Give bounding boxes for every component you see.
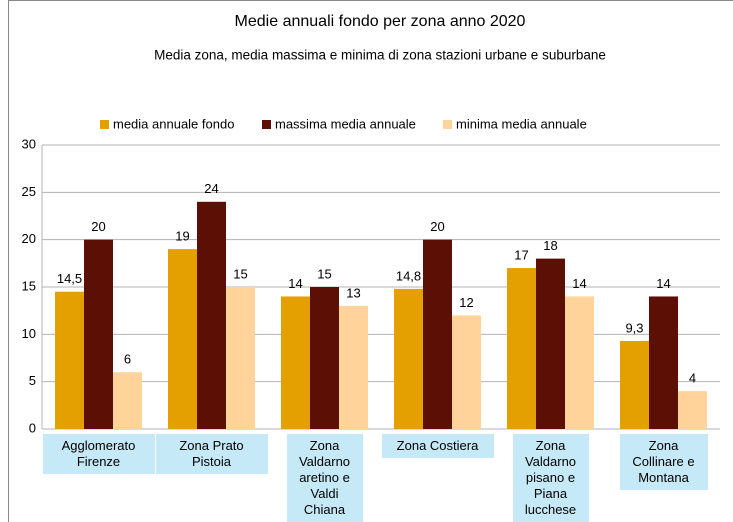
y-tick-label: 30 xyxy=(22,136,36,151)
data-label: 20 xyxy=(91,219,105,234)
bar xyxy=(113,372,142,429)
chart-border xyxy=(8,0,733,522)
x-tick-label: Zona Valdarno aretino e Valdi Chiana xyxy=(286,434,363,522)
data-label: 4 xyxy=(689,371,696,386)
data-label: 6 xyxy=(124,352,131,367)
legend-label: massima media annuale xyxy=(275,116,416,131)
y-tick-label: 0 xyxy=(29,420,36,435)
bar xyxy=(565,296,594,429)
data-label: 17 xyxy=(514,248,528,263)
data-label: 24 xyxy=(204,181,218,196)
data-label: 14 xyxy=(288,276,302,291)
bar xyxy=(423,239,452,429)
bar xyxy=(536,258,565,429)
data-label: 14 xyxy=(572,276,586,291)
x-tick-label: Agglomerato Firenze xyxy=(42,434,155,474)
data-label: 14,5 xyxy=(57,271,82,286)
bar xyxy=(678,391,707,429)
y-tick-label: 25 xyxy=(22,184,36,199)
chart-subtitle: Media zona, media massima e minima di zo… xyxy=(154,48,606,63)
legend-swatch xyxy=(443,120,452,129)
data-label: 18 xyxy=(543,238,557,253)
data-label: 14 xyxy=(656,276,670,291)
chart-title: Medie annuali fondo per zona anno 2020 xyxy=(235,13,526,30)
data-label: 13 xyxy=(346,285,360,300)
data-label: 19 xyxy=(175,229,189,244)
x-tick-label: Zona Collinare e Montana xyxy=(619,434,708,490)
bar xyxy=(310,287,339,429)
bar xyxy=(281,296,310,429)
bar xyxy=(507,268,536,429)
bar xyxy=(168,249,197,429)
bar xyxy=(339,305,368,429)
legend-swatch xyxy=(262,120,271,129)
y-tick-label: 10 xyxy=(22,326,36,341)
y-tick-label: 20 xyxy=(22,231,36,246)
y-tick-label: 5 xyxy=(29,373,36,388)
data-label: 14,8 xyxy=(396,268,421,283)
bar xyxy=(84,239,113,429)
bar xyxy=(452,315,481,429)
bar xyxy=(649,296,678,429)
bar xyxy=(226,287,255,429)
y-tick-label: 15 xyxy=(22,278,36,293)
x-tick-label: Zona Prato Pistoia xyxy=(155,434,268,474)
bar xyxy=(197,201,226,429)
x-tick-label: Zona Valdarno pisano e Piana lucchese xyxy=(512,434,589,522)
data-label: 20 xyxy=(430,219,444,234)
data-label: 12 xyxy=(459,295,473,310)
data-label: 15 xyxy=(317,266,331,281)
bar xyxy=(620,340,649,429)
bar xyxy=(55,291,84,429)
bar xyxy=(394,288,423,429)
legend-label: media annuale fondo xyxy=(113,116,234,131)
x-tick-label: Zona Costiera xyxy=(381,434,494,458)
legend-swatch xyxy=(100,120,109,129)
data-label: 15 xyxy=(233,266,247,281)
data-label: 9,3 xyxy=(625,320,643,335)
legend-label: minima media annuale xyxy=(456,116,587,131)
